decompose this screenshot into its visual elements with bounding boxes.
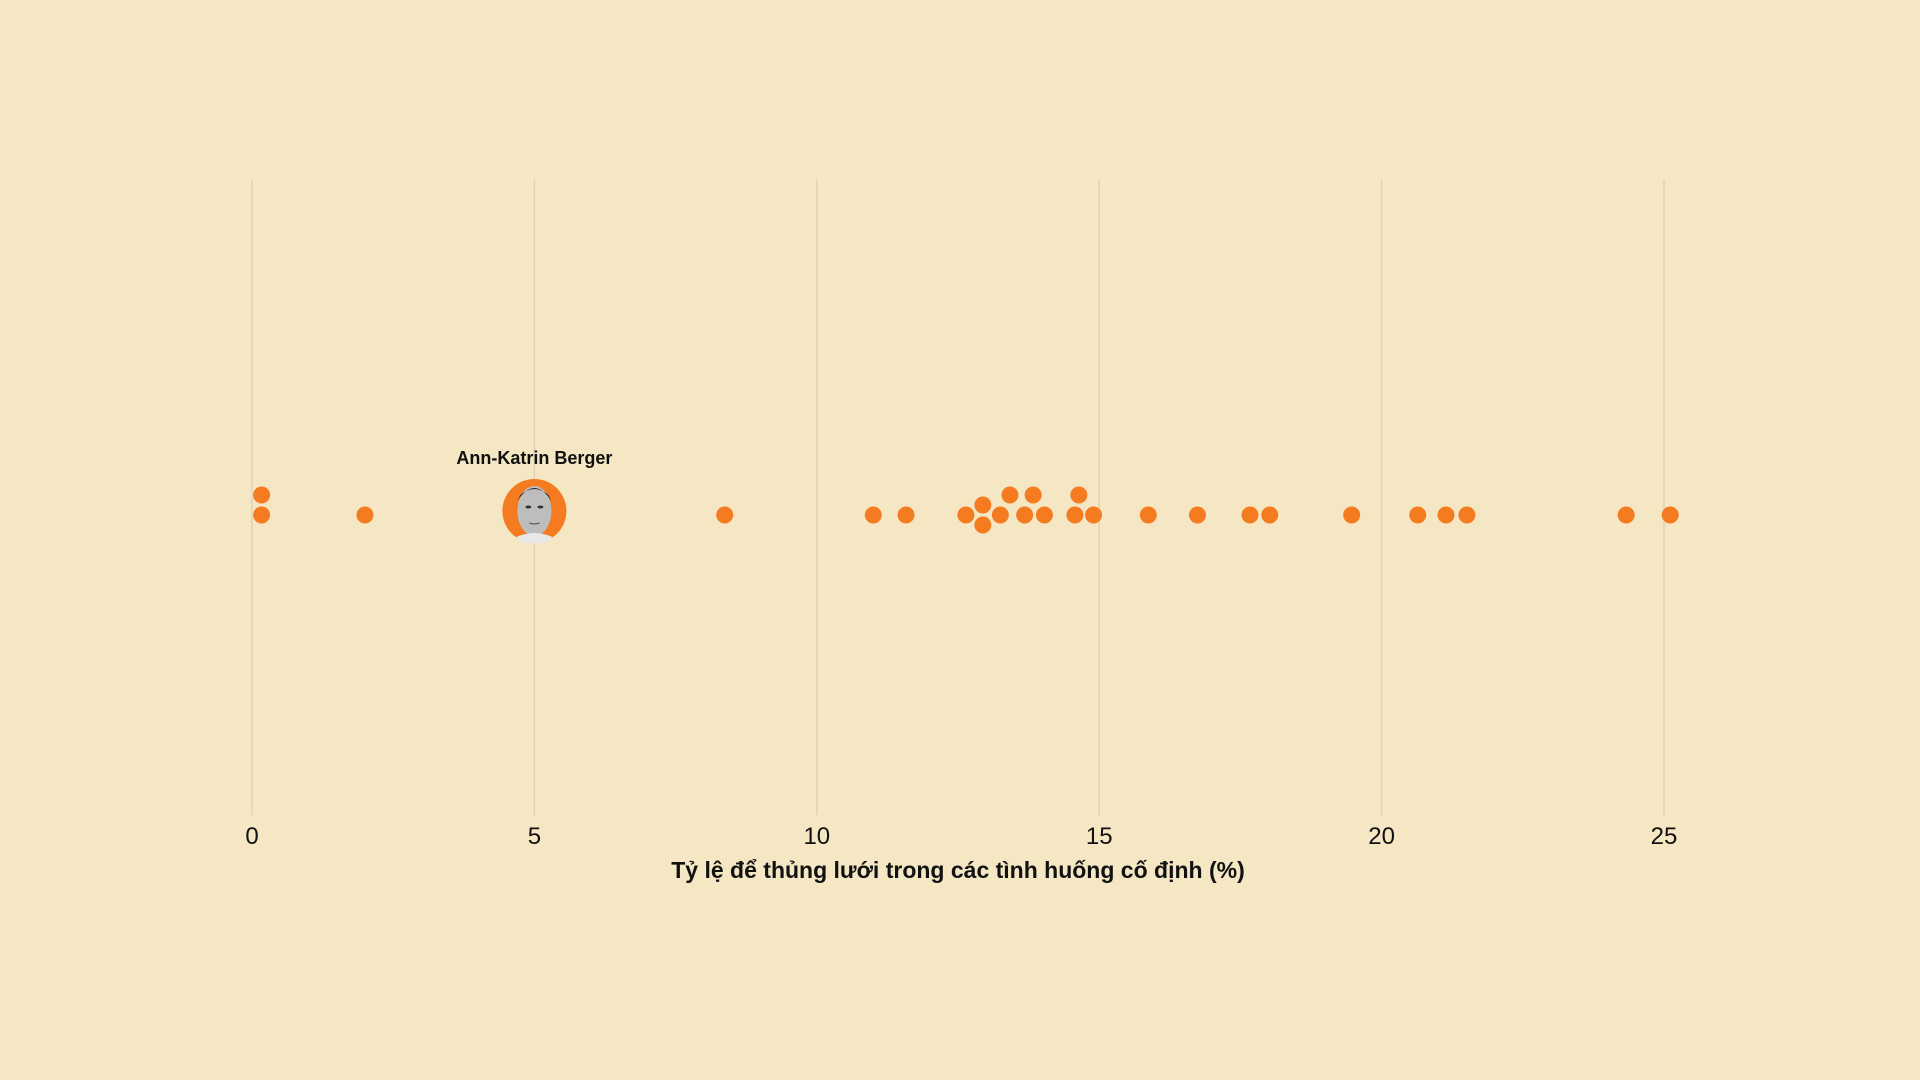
x-tick-label: 25 — [1651, 823, 1678, 850]
data-point — [1343, 506, 1361, 524]
data-point — [1035, 506, 1053, 524]
highlight-label: Ann-Katrin Berger — [456, 448, 612, 468]
data-point — [1066, 506, 1084, 524]
data-point — [1001, 486, 1019, 504]
x-tick-label: 20 — [1368, 823, 1395, 850]
data-point — [1437, 506, 1455, 524]
data-point — [716, 506, 734, 524]
highlight-player: Ann-Katrin Berger — [456, 448, 612, 543]
data-point — [974, 496, 992, 514]
data-point — [1024, 486, 1042, 504]
data-point — [957, 506, 975, 524]
data-point — [253, 486, 271, 504]
data-point — [991, 506, 1009, 524]
gridlines — [251, 180, 1665, 815]
data-point — [1617, 506, 1635, 524]
data-point — [1016, 506, 1034, 524]
data-point — [1409, 506, 1427, 524]
x-tick-label: 0 — [245, 823, 258, 850]
x-tick-label: 5 — [528, 823, 541, 850]
data-point — [897, 506, 915, 524]
x-tick-label: 15 — [1086, 823, 1113, 850]
data-point — [1661, 506, 1679, 524]
x-axis-ticks: 0 5 10 15 20 25 — [245, 823, 1677, 850]
data-points — [253, 486, 1679, 534]
data-point — [1188, 506, 1206, 524]
data-point — [974, 516, 992, 534]
data-point — [1458, 506, 1476, 524]
x-tick-label: 10 — [803, 823, 830, 850]
x-axis-title: Tỷ lệ để thủng lưới trong các tình huống… — [671, 857, 1244, 883]
data-point — [1241, 506, 1259, 524]
data-point — [253, 506, 271, 524]
data-point — [864, 506, 882, 524]
data-point — [356, 506, 374, 524]
data-point — [1261, 506, 1279, 524]
player-photo-icon — [516, 486, 553, 543]
data-point — [1139, 506, 1157, 524]
data-point — [1085, 506, 1103, 524]
data-point — [1070, 486, 1088, 504]
